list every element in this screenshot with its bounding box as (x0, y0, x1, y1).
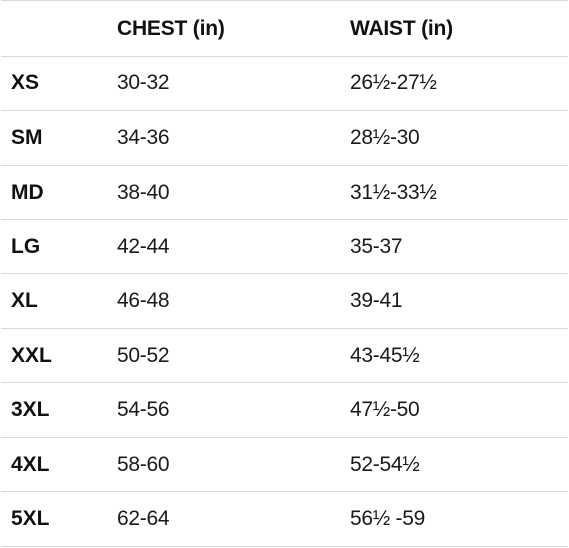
chest-value: 58-60 (117, 452, 170, 476)
waist-value: 56½ -59 (350, 507, 425, 530)
size-label: XL (11, 289, 38, 312)
waist-value: 26½-27½ (350, 71, 437, 94)
chest-value: 30-32 (117, 71, 170, 94)
table-header-row: CHEST (in) WAIST (in) (1, 0, 568, 57)
table-row: LG 42-44 35-37 (1, 220, 568, 274)
waist-value: 35-37 (350, 234, 403, 258)
size-label: 3XL (11, 398, 50, 421)
table-row: 5XL 62-64 56½ -59 (1, 492, 568, 547)
table-row: 3XL 54-56 47½-50 (1, 383, 568, 438)
table-row: XXL 50-52 43-45½ (1, 329, 568, 383)
chest-value: 54-56 (117, 398, 170, 421)
size-label: LG (11, 234, 41, 258)
table-row: XS 30-32 26½-27½ (1, 56, 568, 111)
chest-value: 62-64 (117, 507, 170, 530)
table-row: MD 38-40 31½-33½ (1, 166, 568, 220)
waist-value: 43-45½ (350, 343, 420, 367)
size-label: MD (11, 180, 44, 204)
table-row: SM 34-36 28½-30 (1, 111, 568, 166)
waist-value: 31½-33½ (350, 180, 437, 204)
size-label: SM (11, 126, 43, 149)
chest-value: 46-48 (117, 289, 170, 312)
header-waist: WAIST (in) (350, 16, 453, 40)
waist-value: 28½-30 (350, 126, 420, 149)
size-label: XXL (11, 343, 52, 367)
chest-value: 50-52 (117, 343, 170, 367)
chest-value: 34-36 (117, 126, 170, 149)
chest-value: 38-40 (117, 180, 170, 204)
size-label: 4XL (11, 452, 50, 476)
chest-value: 42-44 (117, 234, 170, 258)
waist-value: 47½-50 (350, 398, 420, 421)
size-label: XS (11, 71, 40, 94)
header-chest: CHEST (in) (117, 16, 225, 40)
size-label: 5XL (11, 507, 50, 530)
table-row: XL 46-48 39-41 (1, 274, 568, 329)
waist-value: 39-41 (350, 289, 403, 312)
waist-value: 52-54½ (350, 452, 420, 476)
table-row: 4XL 58-60 52-54½ (1, 438, 568, 492)
